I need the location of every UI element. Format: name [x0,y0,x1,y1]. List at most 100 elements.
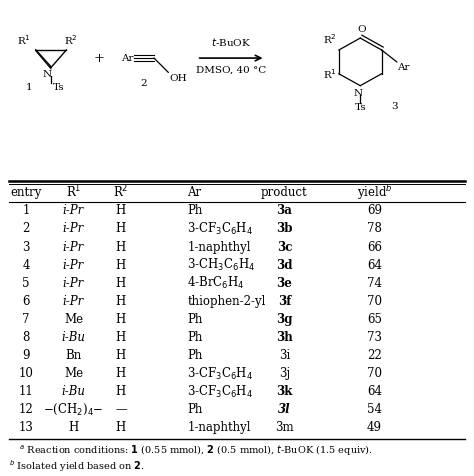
Text: $^a$ Reaction conditions: $\mathbf{1}$ (0.55 mmol), $\mathbf{2}$ (0.5 mmol), $t$: $^a$ Reaction conditions: $\mathbf{1}$ (… [19,444,373,458]
Text: thiophen-2-yl: thiophen-2-yl [187,295,265,308]
Text: i-Pr: i-Pr [63,240,84,254]
Text: 1-naphthyl: 1-naphthyl [187,240,251,254]
Text: 3i: 3i [279,349,290,362]
Text: Ts: Ts [355,103,366,112]
Text: 3j: 3j [279,367,290,380]
Text: R$^2$: R$^2$ [64,34,78,47]
Text: 64: 64 [367,258,382,272]
Text: 3c: 3c [277,240,292,254]
Text: i-Pr: i-Pr [63,204,84,218]
Text: 3g: 3g [276,313,292,326]
Text: 3l: 3l [278,403,291,416]
Text: 3d: 3d [276,258,292,272]
Text: 49: 49 [367,421,382,435]
Text: i-Bu: i-Bu [62,331,85,344]
Text: Me: Me [64,367,83,380]
Text: 70: 70 [367,367,382,380]
Text: 2: 2 [22,222,30,236]
Text: i-Pr: i-Pr [63,277,84,290]
Text: 10: 10 [18,367,34,380]
Text: +: + [94,51,105,65]
Text: H: H [116,313,126,326]
Text: H: H [116,349,126,362]
Text: 64: 64 [367,385,382,398]
Text: Ph: Ph [187,403,202,416]
Text: H: H [116,204,126,218]
Text: 3-CH$_3$C$_6$H$_4$: 3-CH$_3$C$_6$H$_4$ [187,257,255,273]
Text: 3m: 3m [275,421,294,435]
Text: 8: 8 [22,331,30,344]
Text: H: H [116,367,126,380]
Text: Me: Me [64,313,83,326]
Text: 3-CF$_3$C$_6$H$_4$: 3-CF$_3$C$_6$H$_4$ [187,384,254,400]
Text: 11: 11 [18,385,34,398]
Text: 3a: 3a [276,204,292,218]
Text: H: H [116,385,126,398]
Text: 13: 13 [18,421,34,435]
Text: 78: 78 [367,222,382,236]
Text: 3e: 3e [276,277,292,290]
Text: H: H [116,331,126,344]
Text: R$^1$: R$^1$ [17,34,31,47]
Text: i-Pr: i-Pr [63,258,84,272]
Text: R$^1$: R$^1$ [66,184,81,200]
Text: 12: 12 [18,403,34,416]
Text: Ph: Ph [187,349,202,362]
Text: 3b: 3b [276,222,292,236]
Text: i-Pr: i-Pr [63,222,84,236]
Text: 4-BrC$_6$H$_4$: 4-BrC$_6$H$_4$ [187,275,245,291]
Text: R$^2$: R$^2$ [323,32,337,46]
Text: 5: 5 [22,277,30,290]
Text: i-Bu: i-Bu [62,385,85,398]
Text: H: H [116,222,126,236]
Text: 3-CF$_3$C$_6$H$_4$: 3-CF$_3$C$_6$H$_4$ [187,221,254,237]
Text: Ph: Ph [187,331,202,344]
Text: Ts: Ts [53,83,65,92]
Text: R$^1$: R$^1$ [323,67,337,80]
Text: O: O [357,25,366,34]
Text: entry: entry [10,186,42,199]
Text: N: N [43,70,52,79]
Text: R$^2$: R$^2$ [113,184,128,200]
Text: 2: 2 [141,79,147,89]
Text: H: H [116,258,126,272]
Text: 6: 6 [22,295,30,308]
Text: 1: 1 [22,204,30,218]
Text: H: H [116,421,126,435]
Text: 74: 74 [367,277,382,290]
Text: Ar: Ar [187,186,201,199]
Text: yield$^b$: yield$^b$ [356,183,392,202]
Text: 65: 65 [367,313,382,326]
Text: 22: 22 [367,349,382,362]
Text: Ph: Ph [187,204,202,218]
Text: $t$-BuOK: $t$-BuOK [211,36,251,48]
Text: −(CH$_2$)$_4$−: −(CH$_2$)$_4$− [43,402,104,417]
Text: 69: 69 [367,204,382,218]
Text: 3f: 3f [278,295,291,308]
Text: 3: 3 [22,240,30,254]
Text: 3h: 3h [276,331,293,344]
Text: Ar: Ar [121,54,133,62]
Text: 3-CF$_3$C$_6$H$_4$: 3-CF$_3$C$_6$H$_4$ [187,366,254,382]
Text: H: H [116,295,126,308]
Text: 1: 1 [26,83,33,92]
Text: 70: 70 [367,295,382,308]
Text: 7: 7 [22,313,30,326]
Text: 3: 3 [391,102,398,111]
Text: Bn: Bn [65,349,82,362]
Text: H: H [116,277,126,290]
Text: H: H [68,421,79,435]
Text: —: — [115,403,127,416]
Text: 66: 66 [367,240,382,254]
Text: i-Pr: i-Pr [63,295,84,308]
Text: 9: 9 [22,349,30,362]
Text: 1-naphthyl: 1-naphthyl [187,421,251,435]
Text: OH: OH [169,74,187,83]
Text: 4: 4 [22,258,30,272]
Text: N: N [353,89,363,99]
Text: Ph: Ph [187,313,202,326]
Text: product: product [261,186,308,199]
Text: H: H [116,240,126,254]
Text: DMSO, 40 °C: DMSO, 40 °C [196,65,266,74]
Text: 73: 73 [367,331,382,344]
